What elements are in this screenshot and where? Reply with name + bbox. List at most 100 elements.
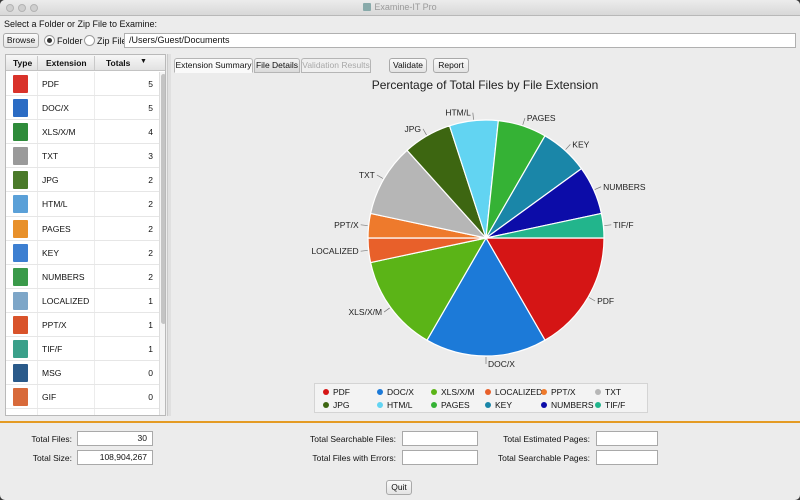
section-divider (0, 421, 800, 423)
pie-label: XLS/X/M (349, 307, 383, 317)
pie-slice-tif-f (485, 212, 605, 239)
legend-item: HTM/L (377, 400, 413, 410)
total-cell: 2 (148, 271, 153, 282)
numbers-file-icon (13, 267, 28, 286)
validate-button[interactable]: Validate (389, 58, 427, 73)
html-file-icon (13, 195, 28, 214)
pie-label: PDF (597, 296, 614, 306)
total-cell: 1 (148, 319, 153, 330)
minimize-window-button[interactable] (18, 4, 26, 12)
gif-file-icon (13, 388, 28, 407)
tab-validation-results: Validation Results (301, 58, 371, 73)
table-row[interactable]: TXT 3 (6, 144, 159, 169)
table-row[interactable]: PAGES 2 (6, 217, 159, 241)
legend-label: TXT (605, 387, 622, 397)
extension-cell: PDF (42, 79, 59, 89)
total-files-field: 30 (77, 431, 153, 446)
legend-label: JPG (333, 400, 350, 410)
column-header-extension[interactable]: Extension (46, 58, 87, 68)
quit-button[interactable]: Quit (386, 480, 412, 495)
browse-button[interactable]: Browse (3, 33, 39, 48)
total-cell: 3 (148, 151, 153, 162)
pie-slice-txt (369, 149, 488, 239)
sort-descending-icon[interactable]: ▼ (140, 58, 147, 65)
legend-swatch (377, 389, 383, 395)
extension-cell: TXT (42, 151, 59, 162)
report-button[interactable]: Report (433, 58, 469, 73)
table-row[interactable]: GIF 0 (6, 385, 159, 410)
searchable-pages-label: Total Searchable Pages: (497, 453, 590, 463)
pie-leader-line (360, 250, 368, 252)
total-cell: 5 (148, 79, 153, 89)
files-with-errors-label: Total Files with Errors: (312, 453, 396, 463)
folder-icon (13, 291, 28, 310)
legend-item: PPT/X (541, 387, 576, 397)
table-row[interactable]: MSG 0 (6, 361, 159, 386)
pie-leader-line (360, 224, 368, 226)
legend-swatch (485, 402, 491, 408)
legend-label: DOC/X (387, 387, 414, 397)
close-window-button[interactable] (6, 4, 14, 12)
table-row[interactable]: HTM/L 2 (6, 192, 159, 217)
pie-label: PAGES (527, 113, 556, 123)
pie-chart: PDF DOC/X XLS/X/M LOCALIZED PPT/X TXT JPG HTM/L… (311, 108, 646, 369)
table-row[interactable]: DOC/X 5 (6, 96, 159, 121)
pie-leader-line (383, 307, 390, 313)
column-header-totals[interactable]: Totals (106, 58, 131, 68)
legend-item: NUMBERS (541, 400, 594, 410)
zoom-window-button[interactable] (30, 4, 38, 12)
powerpoint-file-icon (13, 315, 28, 334)
table-row[interactable]: LOCALIZED 1 (6, 289, 159, 313)
table-row[interactable]: JPG 2 (6, 168, 159, 193)
searchable-pages-field (596, 450, 658, 465)
total-cell: 5 (148, 103, 153, 114)
text-file-icon (13, 147, 28, 166)
extension-cell: PPT/X (42, 319, 67, 330)
table-row[interactable]: PPT/X 1 (6, 313, 159, 338)
extension-cell: XLS/X/M (42, 127, 76, 138)
total-cell: 0 (148, 368, 153, 379)
legend-item: TXT (595, 387, 621, 397)
column-header-type[interactable]: Type (13, 58, 33, 68)
table-row[interactable]: NUMBERS 2 (6, 265, 159, 289)
chart-title: Percentage of Total Files by File Extens… (371, 78, 599, 92)
path-field[interactable]: /Users/Guest/Documents (124, 33, 796, 48)
legend-label: PDF (333, 387, 350, 397)
legend-item: XLS/X/M (431, 387, 475, 397)
pie-label: LOCALIZED (311, 246, 358, 256)
legend-label: HTM/L (387, 400, 413, 410)
total-cell: 1 (148, 295, 153, 306)
extension-cell: JPG (42, 175, 59, 186)
chart-legend: PDF DOC/X XLS/X/M LOCALIZED PPT/X TXT JPG HTM/L… (314, 383, 648, 413)
searchable-files-field (402, 431, 478, 446)
pie-leader-line (594, 186, 602, 190)
pie-leader-line (472, 112, 474, 120)
table-scroll-thumb[interactable] (161, 74, 165, 324)
legend-item: LOCALIZED (485, 387, 542, 397)
total-cell: 4 (148, 127, 153, 138)
total-size-field: 108,904,267 (77, 450, 153, 465)
pie-label: KEY (572, 139, 589, 149)
zip-file-radio[interactable] (84, 35, 95, 46)
word-file-icon (13, 99, 28, 118)
jpg-file-icon (13, 171, 28, 190)
extension-cell: MSG (42, 368, 62, 379)
split-pane-divider[interactable] (167, 54, 171, 416)
table-scrollbar[interactable] (159, 72, 165, 415)
folder-radio[interactable] (44, 35, 55, 46)
pie-label: PPT/X (334, 220, 359, 230)
table-row[interactable]: XLS/X/M 4 (6, 120, 159, 145)
legend-swatch (595, 402, 601, 408)
legend-label: XLS/X/M (441, 387, 475, 397)
table-row[interactable]: TIF/F 1 (6, 337, 159, 362)
extension-cell: GIF (42, 392, 57, 403)
tab-extension-summary[interactable]: Extension Summary (174, 58, 253, 73)
tab-file-details[interactable]: File Details (254, 58, 300, 73)
table-row[interactable]: PDF 5 (6, 72, 159, 97)
extension-cell: HTM/L (42, 199, 68, 210)
legend-label: LOCALIZED (495, 387, 543, 397)
window-title: Examine-IT Pro (0, 2, 800, 12)
legend-swatch (323, 389, 329, 395)
pie-label: NUMBERS (603, 182, 646, 192)
table-row[interactable]: KEY 2 (6, 241, 159, 265)
